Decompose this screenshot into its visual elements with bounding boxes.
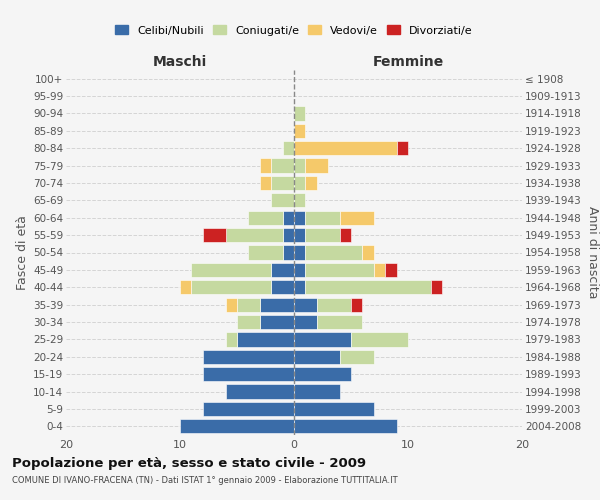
Bar <box>271 158 294 172</box>
Bar <box>180 419 294 434</box>
Bar <box>294 246 305 260</box>
Bar <box>362 246 374 260</box>
Bar <box>305 280 431 294</box>
Bar <box>294 280 305 294</box>
Bar <box>237 332 294 346</box>
Bar <box>248 246 283 260</box>
Bar <box>294 384 340 398</box>
Bar <box>180 280 191 294</box>
Bar <box>203 367 294 382</box>
Bar <box>305 228 340 242</box>
Bar <box>340 350 374 364</box>
Bar <box>294 141 397 156</box>
Text: Femmine: Femmine <box>373 55 443 69</box>
Bar <box>340 210 374 225</box>
Bar <box>294 350 340 364</box>
Bar <box>340 228 351 242</box>
Bar <box>294 402 374 416</box>
Bar <box>294 298 317 312</box>
Bar <box>248 210 283 225</box>
Bar <box>294 210 305 225</box>
Bar <box>203 228 226 242</box>
Bar <box>283 246 294 260</box>
Bar <box>294 106 305 120</box>
Bar <box>317 315 362 329</box>
Bar <box>237 298 260 312</box>
Bar <box>294 124 305 138</box>
Bar <box>294 332 351 346</box>
Bar <box>305 158 328 172</box>
Text: Maschi: Maschi <box>153 55 207 69</box>
Bar <box>191 263 271 277</box>
Bar <box>305 263 374 277</box>
Bar <box>294 228 305 242</box>
Bar <box>271 263 294 277</box>
Bar <box>374 263 385 277</box>
Bar <box>226 298 237 312</box>
Bar <box>294 176 305 190</box>
Bar <box>397 141 408 156</box>
Bar <box>305 176 317 190</box>
Text: COMUNE DI IVANO-FRACENA (TN) - Dati ISTAT 1° gennaio 2009 - Elaborazione TUTTITA: COMUNE DI IVANO-FRACENA (TN) - Dati ISTA… <box>12 476 398 485</box>
Bar <box>283 210 294 225</box>
Y-axis label: Anni di nascita: Anni di nascita <box>586 206 599 298</box>
Bar <box>351 298 362 312</box>
Bar <box>305 246 362 260</box>
Bar <box>431 280 442 294</box>
Bar <box>294 315 317 329</box>
Bar <box>203 350 294 364</box>
Bar <box>317 298 351 312</box>
Bar <box>260 176 271 190</box>
Bar <box>260 315 294 329</box>
Bar <box>283 228 294 242</box>
Y-axis label: Fasce di età: Fasce di età <box>16 215 29 290</box>
Bar <box>226 384 294 398</box>
Bar <box>226 332 237 346</box>
Bar <box>385 263 397 277</box>
Bar <box>271 193 294 208</box>
Bar <box>271 280 294 294</box>
Bar <box>294 193 305 208</box>
Bar <box>260 298 294 312</box>
Legend: Celibi/Nubili, Coniugati/e, Vedovi/e, Divorziati/e: Celibi/Nubili, Coniugati/e, Vedovi/e, Di… <box>111 21 477 40</box>
Bar <box>226 228 283 242</box>
Bar <box>191 280 271 294</box>
Bar <box>237 315 260 329</box>
Bar <box>294 158 305 172</box>
Bar <box>351 332 408 346</box>
Bar <box>305 210 340 225</box>
Text: Popolazione per età, sesso e stato civile - 2009: Popolazione per età, sesso e stato civil… <box>12 458 366 470</box>
Bar <box>294 367 351 382</box>
Bar <box>294 419 397 434</box>
Bar <box>260 158 271 172</box>
Bar <box>203 402 294 416</box>
Bar <box>271 176 294 190</box>
Bar <box>283 141 294 156</box>
Bar <box>294 263 305 277</box>
